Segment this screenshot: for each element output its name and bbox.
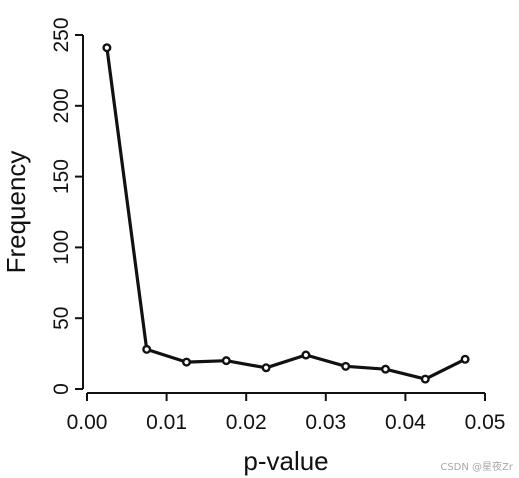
x-tick-label: 0.01 xyxy=(146,411,187,434)
y-axis-ticks: 0 50 100 150 200 250 xyxy=(50,17,83,395)
frequency-line xyxy=(105,46,467,381)
y-axis-title: Frequency xyxy=(1,151,31,274)
data-point xyxy=(341,361,351,371)
data-point xyxy=(261,363,271,373)
y-tick-label: 100 xyxy=(50,230,73,265)
y-tick-label: 0 xyxy=(50,383,73,395)
x-tick-label: 0.02 xyxy=(226,411,267,434)
data-point xyxy=(381,364,391,374)
data-point xyxy=(181,357,191,367)
data-point xyxy=(142,344,152,354)
y-tick-label: 50 xyxy=(50,307,73,330)
x-tick-label: 0.03 xyxy=(305,411,346,434)
data-point xyxy=(460,354,470,364)
x-axis-ticks: 0.00 0.01 0.02 0.03 0.04 0.05 xyxy=(67,393,506,434)
y-tick-label: 200 xyxy=(50,88,73,123)
data-point xyxy=(221,356,231,366)
x-tick-label: 0.05 xyxy=(465,411,506,434)
series-layer xyxy=(102,43,470,384)
x-axis-title: p-value xyxy=(243,446,328,476)
x-tick-label: 0.00 xyxy=(67,411,108,434)
y-tick-label: 250 xyxy=(50,17,73,52)
y-tick-label: 150 xyxy=(50,159,73,194)
watermark-text: CSDN @星夜Zr xyxy=(440,460,514,473)
data-point xyxy=(102,43,112,53)
data-point xyxy=(301,350,311,360)
data-point xyxy=(420,374,430,384)
x-tick-label: 0.04 xyxy=(385,411,426,434)
